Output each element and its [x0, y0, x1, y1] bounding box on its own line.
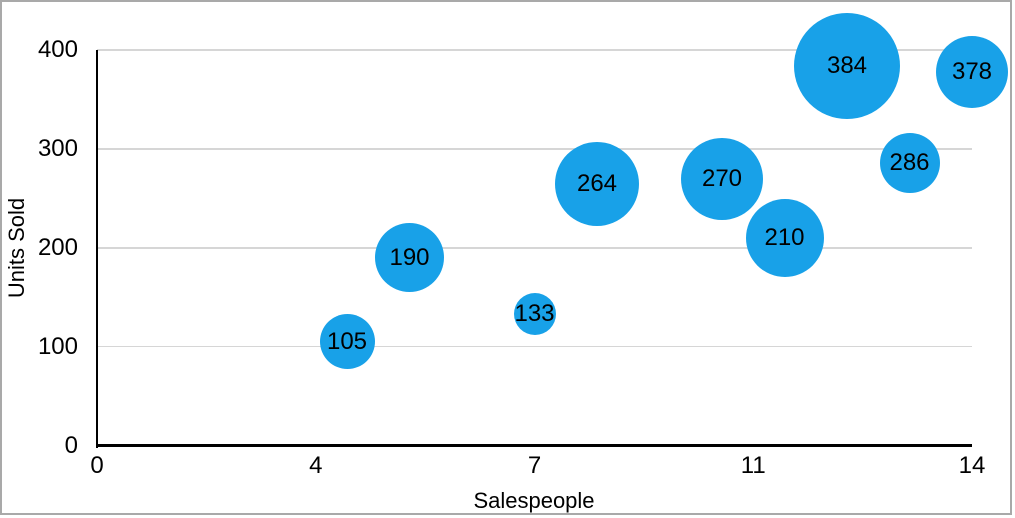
- bubble-value-label: 286: [889, 148, 930, 176]
- bubble-point-190[interactable]: 190: [375, 223, 444, 293]
- y-tick-label-200: 200: [37, 233, 78, 261]
- x-tick-label-7: 7: [527, 452, 542, 479]
- bubble-value-label: 210: [764, 223, 805, 251]
- y-axis-line: [95, 50, 98, 448]
- bubble-point-270[interactable]: 270: [681, 137, 763, 220]
- gridline-y-400: [97, 49, 972, 51]
- x-tick-label-11: 11: [740, 452, 766, 479]
- bubble-point-384[interactable]: 384: [794, 12, 900, 119]
- bubble-value-label: 133: [514, 299, 555, 327]
- y-tick-label-100: 100: [37, 332, 78, 360]
- bubble-point-378[interactable]: 378: [936, 35, 1008, 108]
- x-tick-label-0: 0: [90, 452, 104, 479]
- bubble-point-264[interactable]: 264: [555, 142, 639, 227]
- bubble-value-label: 190: [389, 243, 430, 271]
- bubble-point-210[interactable]: 210: [745, 198, 824, 277]
- bubble-value-label: 378: [951, 57, 993, 85]
- bubble-value-label: 105: [326, 327, 368, 355]
- x-axis-title: Salespeople: [473, 488, 595, 513]
- gridline-y-100: [97, 345, 972, 348]
- gridline-y-300: [97, 148, 972, 150]
- y-tick-label-300: 300: [37, 134, 78, 162]
- y-axis-title: Units Sold: [4, 197, 29, 299]
- bubble-value-label: 264: [576, 170, 618, 198]
- x-axis-line: [95, 444, 972, 447]
- y-tick-label-400: 400: [37, 36, 78, 63]
- bubble-point-105[interactable]: 105: [319, 314, 375, 370]
- y-tick-label-0: 0: [64, 431, 78, 459]
- bubble-point-133[interactable]: 133: [513, 292, 556, 335]
- gridline-y-200: [97, 247, 972, 249]
- bubble-point-286[interactable]: 286: [879, 132, 940, 193]
- bubble-value-label: 270: [701, 164, 743, 192]
- bubble-value-label: 384: [826, 51, 868, 79]
- x-tick-label-4: 4: [309, 452, 323, 479]
- x-tick-label-14: 14: [958, 452, 986, 479]
